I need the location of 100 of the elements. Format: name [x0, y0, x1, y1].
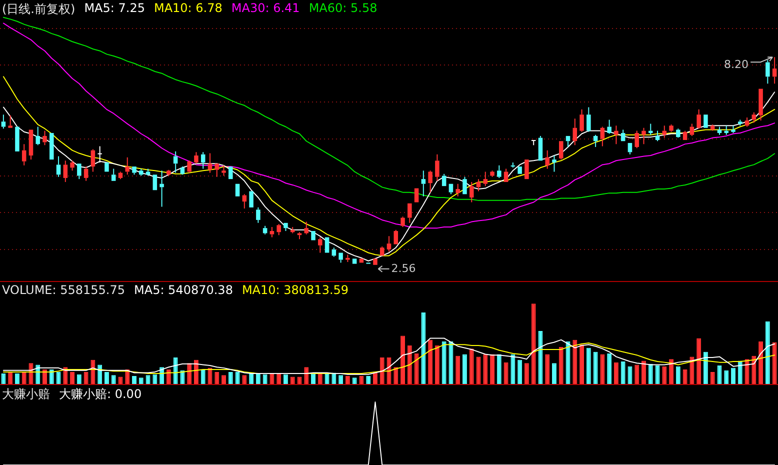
bar — [359, 376, 364, 384]
candlestick — [545, 150, 550, 170]
candlestick — [187, 161, 192, 174]
candlestick — [766, 60, 770, 84]
candlestick — [469, 182, 474, 203]
candlestick — [538, 135, 543, 161]
candlestick — [200, 152, 206, 170]
candlestick — [717, 126, 722, 136]
bar — [332, 372, 336, 384]
bar — [552, 363, 556, 384]
bar — [531, 304, 536, 384]
candlestick — [682, 130, 688, 140]
text: MA10: 380813.59 — [242, 283, 349, 297]
bar — [462, 354, 467, 384]
bar — [187, 363, 192, 384]
bar — [662, 366, 667, 384]
bar — [125, 370, 130, 384]
bar — [620, 362, 626, 384]
candlestick — [276, 224, 281, 236]
bar — [1, 374, 6, 384]
candlestick — [111, 168, 116, 181]
candlestick — [118, 171, 123, 180]
bar — [738, 360, 742, 384]
candlestick — [408, 203, 412, 224]
text: MA5: 540870.38 — [134, 283, 233, 297]
bar — [703, 352, 708, 384]
bar — [724, 370, 729, 384]
candlestick — [620, 129, 626, 142]
bar — [14, 374, 20, 384]
bar — [600, 354, 605, 384]
candlestick — [139, 168, 144, 176]
bar — [380, 357, 384, 384]
bar — [166, 370, 171, 384]
bar — [765, 321, 770, 384]
bar — [676, 366, 680, 384]
candlestick — [772, 56, 777, 84]
bar — [593, 352, 598, 384]
bar — [428, 340, 433, 384]
candlestick — [435, 154, 440, 182]
candlestick — [256, 206, 260, 224]
candlestick — [724, 125, 728, 136]
candlestick — [194, 152, 198, 164]
bar — [731, 368, 736, 384]
candlestick — [173, 150, 178, 174]
candlestick — [642, 127, 646, 145]
candlestick — [744, 117, 750, 128]
bar — [228, 372, 233, 384]
candlestick — [580, 108, 584, 132]
bar — [524, 363, 529, 384]
candlestick — [242, 194, 247, 210]
bar — [510, 354, 516, 384]
bar — [200, 370, 206, 384]
bar — [752, 356, 756, 384]
candlestick — [318, 236, 322, 254]
candlestick — [214, 164, 220, 178]
bar — [772, 342, 777, 384]
bar — [262, 374, 268, 384]
bar — [311, 374, 316, 384]
candlestick — [634, 130, 639, 149]
bar — [146, 375, 150, 384]
bar — [132, 376, 136, 384]
bar — [483, 354, 488, 384]
text: MA10: 6.78 — [154, 1, 222, 17]
bar — [373, 372, 378, 384]
bar — [518, 360, 522, 384]
bar — [690, 356, 694, 384]
candlestick — [338, 252, 343, 264]
candlestick — [380, 246, 384, 256]
candlestick — [662, 125, 667, 138]
bar — [407, 345, 412, 384]
chart-title: VOLUME: 558155.75 — [2, 283, 125, 297]
bar — [42, 370, 47, 384]
bar — [345, 376, 350, 384]
bar — [648, 364, 653, 384]
bar — [580, 344, 584, 384]
bar — [194, 360, 198, 384]
candlestick — [758, 88, 763, 121]
candlestick — [593, 134, 598, 148]
candlestick — [180, 166, 185, 174]
candlestick — [304, 221, 309, 235]
bar — [338, 375, 344, 384]
bar — [394, 367, 398, 384]
bar — [558, 347, 564, 384]
candlestick — [628, 142, 632, 155]
bar — [304, 367, 309, 384]
candlestick — [648, 123, 653, 136]
bar — [442, 341, 446, 384]
candlestick — [332, 247, 336, 258]
bar — [249, 374, 254, 384]
annotation: 2.56 — [391, 262, 416, 275]
bar — [152, 374, 158, 384]
bar — [318, 372, 322, 384]
candlestick — [98, 146, 102, 163]
bar — [758, 341, 764, 384]
bar — [98, 364, 102, 384]
bar — [22, 372, 26, 384]
bar — [56, 372, 61, 384]
text: 大赚小赔: 0.00 — [59, 386, 142, 403]
candlestick — [386, 236, 392, 252]
bar — [469, 348, 474, 384]
